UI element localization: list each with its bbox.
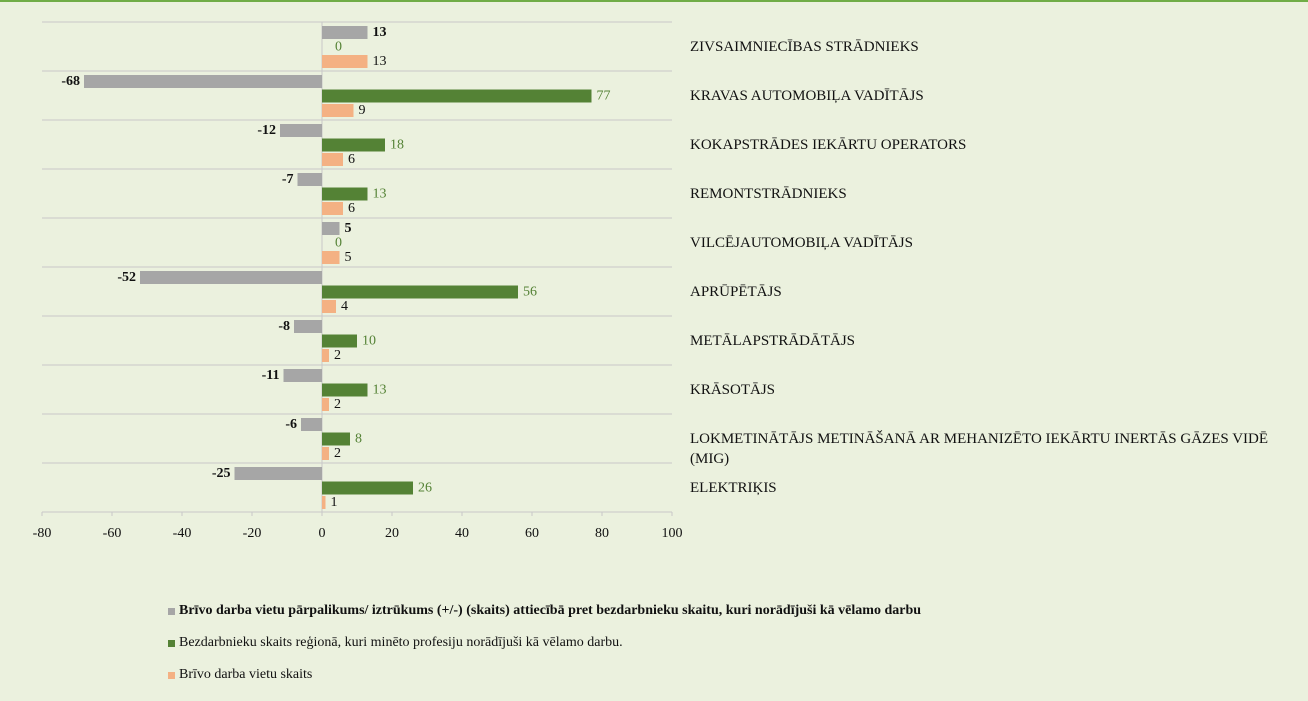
legend-text: Brīvo darba vietu skaits [179, 667, 313, 682]
value-label: 18 [390, 138, 404, 153]
value-label: 9 [359, 103, 366, 118]
bar [322, 334, 357, 348]
bar [322, 432, 350, 446]
bar [322, 187, 368, 201]
x-tick-label: -60 [103, 526, 122, 541]
bar [283, 369, 322, 382]
value-label: -25 [212, 466, 231, 481]
value-label: 13 [373, 383, 387, 398]
category-label: KOKAPSTRĀDES IEKĀRTU OPERATORS [690, 136, 967, 153]
category-label: APRŪPĒTĀJS [690, 283, 782, 300]
category-label: ELEKTRIĶIS [690, 479, 777, 496]
value-label: 5 [345, 221, 352, 236]
value-label: 2 [334, 397, 341, 412]
value-label: -11 [262, 368, 280, 383]
category-label: KRĀSOTĀJS [690, 381, 776, 398]
legend-text: Bezdarbnieku skaits reģionā, kuri minēto… [179, 635, 623, 650]
value-label: 13 [373, 25, 387, 40]
bar [322, 89, 592, 103]
value-label: -8 [278, 319, 290, 334]
legend-text: Brīvo darba vietu pārpalikums/ iztrūkums… [179, 603, 922, 618]
bar [322, 26, 368, 39]
bar [322, 481, 413, 495]
x-tick-label: 60 [525, 526, 539, 541]
x-tick-label: -40 [173, 526, 192, 541]
bar [322, 153, 343, 166]
bar [322, 447, 329, 460]
value-label: 8 [355, 432, 362, 447]
bar [297, 173, 322, 186]
value-label: 0 [335, 236, 342, 251]
category-label: KRAVAS AUTOMOBIĻA VADĪTĀJS [690, 87, 924, 104]
bar [140, 271, 322, 284]
value-label: 13 [373, 54, 387, 69]
bar [322, 138, 385, 152]
value-label: 5 [345, 250, 352, 265]
x-tick-label: -20 [243, 526, 262, 541]
bar [322, 300, 336, 313]
value-label: 26 [418, 481, 432, 496]
x-tick-label: 0 [319, 526, 326, 541]
bar [322, 398, 329, 411]
bar [322, 222, 340, 235]
category-label: METĀLAPSTRĀDĀTĀJS [690, 332, 856, 349]
value-label: 0 [335, 40, 342, 55]
value-label: -6 [285, 417, 297, 432]
bar [322, 104, 354, 117]
value-label: 10 [362, 334, 376, 349]
value-label: 6 [348, 152, 355, 167]
bar [322, 202, 343, 215]
value-label: -68 [61, 74, 80, 89]
bar [301, 418, 322, 431]
legend-item: Brīvo darba vietu skaits [168, 667, 312, 683]
bar [322, 285, 518, 299]
legend-swatch [168, 671, 175, 679]
bar [322, 496, 326, 509]
legend-swatch [168, 607, 175, 615]
bar [280, 124, 322, 137]
value-label: 1 [331, 495, 338, 510]
bar [322, 349, 329, 362]
category-label: VILCĒJAUTOMOBIĻA VADĪTĀJS [690, 234, 913, 251]
value-label: -52 [117, 270, 136, 285]
legend-item: Brīvo darba vietu pārpalikums/ iztrūkums… [168, 603, 921, 619]
value-label: -12 [257, 123, 276, 138]
bar [234, 467, 322, 480]
value-label: -7 [282, 172, 294, 187]
value-label: 4 [341, 299, 348, 314]
legend-swatch [168, 639, 175, 647]
value-label: 2 [334, 446, 341, 461]
bar [84, 75, 322, 88]
x-tick-label: 100 [662, 526, 683, 541]
value-label: 6 [348, 201, 355, 216]
value-label: 2 [334, 348, 341, 363]
category-label: LOKMETINĀTĀJS METINĀŠANĀ AR MEHANIZĒTO I… [690, 430, 1269, 467]
value-label: 56 [523, 285, 537, 300]
value-label: 77 [597, 89, 611, 104]
bar [322, 251, 340, 264]
bar [322, 383, 368, 397]
bar [294, 320, 322, 333]
bar [322, 55, 368, 68]
category-label: REMONTSTRĀDNIEKS [690, 185, 847, 202]
legend-item: Bezdarbnieku skaits reģionā, kuri minēto… [168, 635, 623, 651]
x-tick-label: -80 [33, 526, 52, 541]
x-tick-label: 20 [385, 526, 399, 541]
x-tick-label: 40 [455, 526, 469, 541]
x-tick-label: 80 [595, 526, 609, 541]
value-label: 13 [373, 187, 387, 202]
category-label: ZIVSAIMNIECĪBAS STRĀDNIEKS [690, 38, 919, 55]
